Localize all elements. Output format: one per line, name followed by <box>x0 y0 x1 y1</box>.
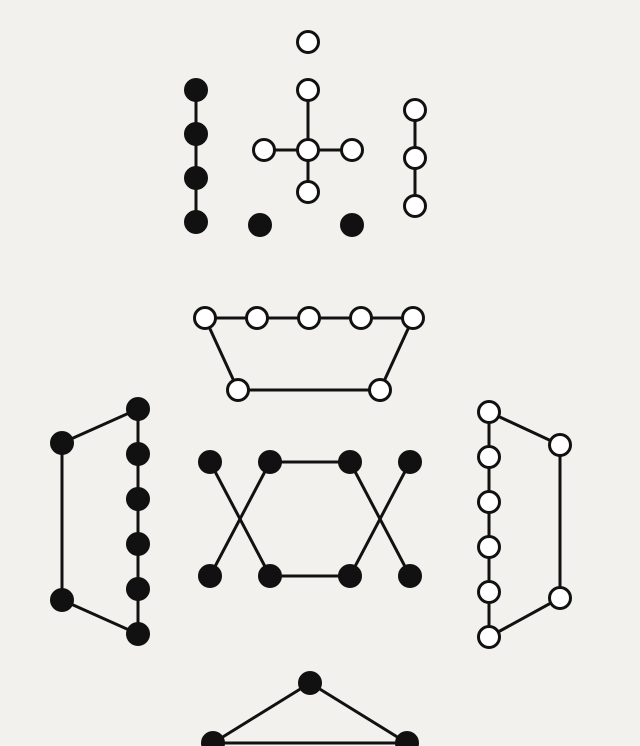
node-filled <box>128 489 149 510</box>
node-filled <box>52 433 73 454</box>
node-filled <box>342 215 363 236</box>
node-open <box>228 380 249 401</box>
node-open <box>550 588 571 609</box>
node-filled <box>52 590 73 611</box>
node-filled <box>340 566 361 587</box>
node-filled <box>186 80 207 101</box>
node-filled <box>260 566 281 587</box>
node-open <box>254 140 275 161</box>
node-filled <box>128 579 149 600</box>
node-open <box>299 308 320 329</box>
node-filled <box>128 534 149 555</box>
node-filled <box>340 452 361 473</box>
node-open <box>405 100 426 121</box>
node-open <box>351 308 372 329</box>
node-filled <box>250 215 271 236</box>
node-open <box>298 32 319 53</box>
node-filled <box>128 399 149 420</box>
node-filled <box>300 673 321 694</box>
graph-white-column-3 <box>405 100 426 217</box>
node-filled <box>128 624 149 645</box>
node-open <box>405 148 426 169</box>
node-open <box>479 627 500 648</box>
node-open <box>479 492 500 513</box>
node-filled <box>200 452 221 473</box>
node-open <box>298 182 319 203</box>
background <box>0 0 640 746</box>
node-open <box>479 537 500 558</box>
node-filled <box>397 733 418 746</box>
node-open <box>405 196 426 217</box>
node-open <box>403 308 424 329</box>
node-open <box>479 402 500 423</box>
node-filled <box>200 566 221 587</box>
node-open <box>195 308 216 329</box>
node-open <box>298 140 319 161</box>
node-filled <box>128 444 149 465</box>
node-open <box>298 80 319 101</box>
node-open <box>247 308 268 329</box>
node-open <box>550 435 571 456</box>
node-filled <box>400 452 421 473</box>
graph-isolated-top <box>298 32 319 53</box>
node-filled <box>186 124 207 145</box>
node-open <box>342 140 363 161</box>
graph-diagram <box>0 0 640 746</box>
node-open <box>479 447 500 468</box>
node-open <box>370 380 391 401</box>
node-open <box>479 582 500 603</box>
node-filled <box>186 212 207 233</box>
node-filled <box>203 733 224 746</box>
node-filled <box>400 566 421 587</box>
node-filled <box>186 168 207 189</box>
node-filled <box>260 452 281 473</box>
